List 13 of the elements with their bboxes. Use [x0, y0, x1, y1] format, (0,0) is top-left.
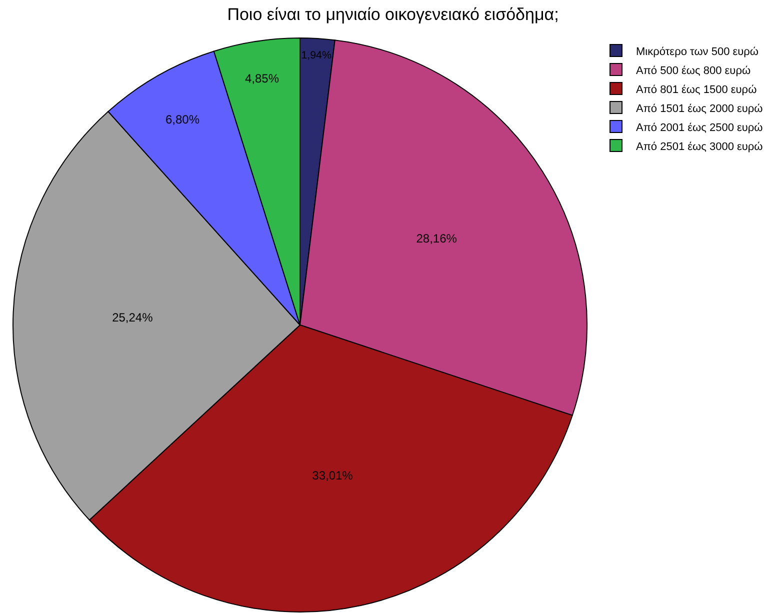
legend-label: Από 2001 έως 2500 ευρώ	[636, 122, 764, 134]
legend-label: Από 2501 έως 3000 ευρώ	[636, 140, 764, 153]
data-label: 1,94%	[301, 50, 332, 62]
legend-label: Από 1501 έως 2000 ευρώ	[636, 102, 764, 115]
legend-label: Μικρότερο των 500 ευρώ	[636, 46, 759, 58]
data-label: 25,24%	[112, 310, 154, 324]
data-label: 33,01%	[312, 468, 354, 483]
chart-title: Ποιο είναι το μηνιαίο οικογενειακό εισόδημα;	[227, 4, 559, 24]
legend-label: Από 500 έως 800 ευρώ	[636, 64, 751, 77]
data-label: 4,85%	[245, 72, 280, 86]
legend-label: Από 801 έως 1500 ευρώ	[636, 84, 758, 96]
data-label: 6,80%	[166, 112, 200, 126]
data-label: 28,16%	[416, 231, 458, 246]
